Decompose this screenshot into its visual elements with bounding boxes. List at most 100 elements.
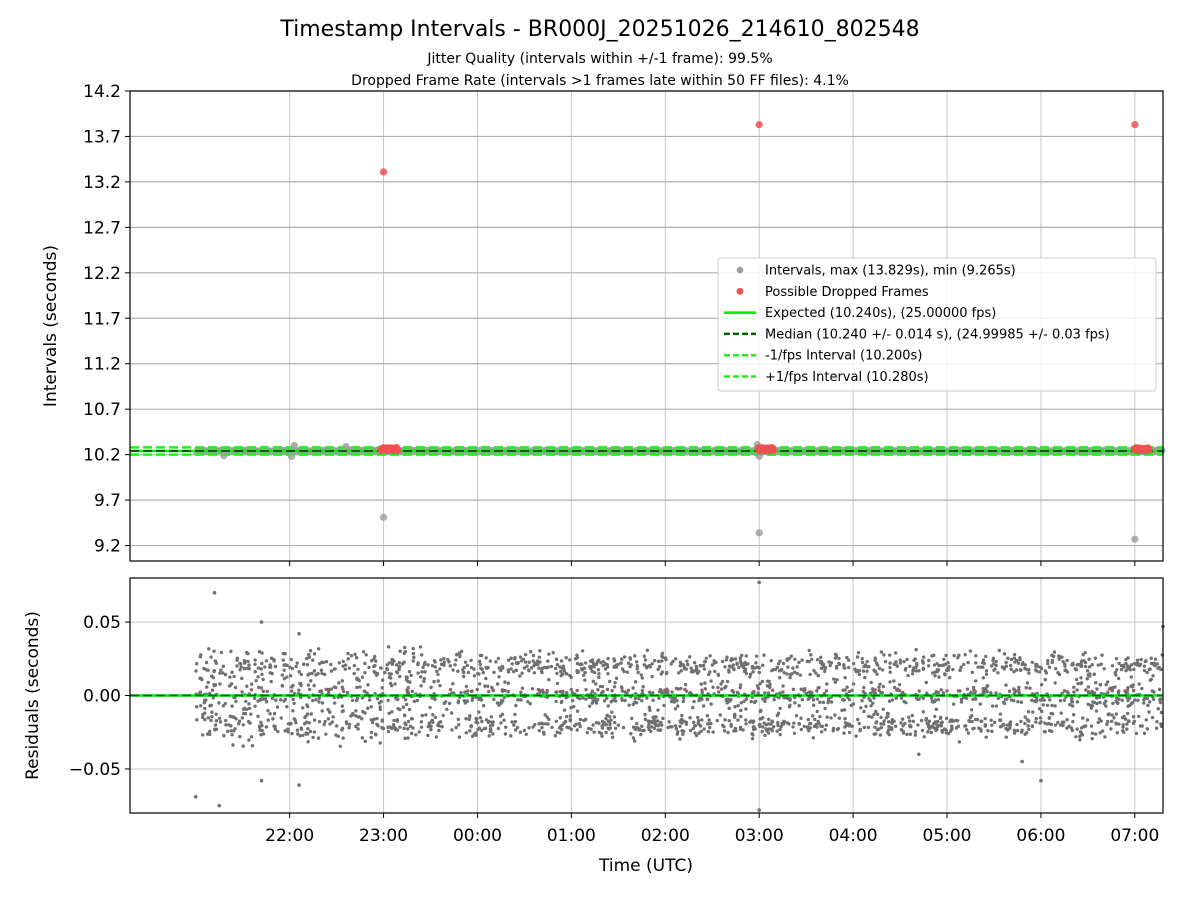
residual-point xyxy=(221,671,225,675)
residual-point xyxy=(1135,663,1139,667)
residual-point xyxy=(924,716,929,721)
residual-point xyxy=(845,685,849,689)
residual-point xyxy=(954,726,959,730)
residual-point xyxy=(722,725,726,729)
residual-point xyxy=(825,715,829,719)
residual-point xyxy=(1110,719,1114,724)
residual-point xyxy=(1081,652,1085,657)
residual-point xyxy=(354,655,359,660)
residual-point xyxy=(903,668,908,672)
residual-point xyxy=(762,653,766,657)
residual-point xyxy=(502,718,506,722)
residual-point xyxy=(908,723,912,728)
residual-point xyxy=(584,688,588,692)
residual-point xyxy=(980,719,984,723)
residual-point xyxy=(709,702,713,706)
residual-point xyxy=(865,659,869,664)
residual-point xyxy=(778,727,782,732)
residual-point xyxy=(899,721,903,725)
residual-point xyxy=(271,717,275,721)
chart-title: Timestamp Intervals - BR000J_20251026_21… xyxy=(279,17,919,42)
residual-point xyxy=(628,657,633,661)
residual-point xyxy=(621,725,626,730)
residual-point xyxy=(418,645,423,649)
residual-point xyxy=(1114,656,1119,661)
residual-point xyxy=(324,660,329,664)
residual-point xyxy=(239,665,243,669)
residual-point xyxy=(194,669,198,673)
residual-point xyxy=(210,714,214,719)
residual-point xyxy=(559,724,563,728)
residual-point xyxy=(233,727,237,731)
residual-point xyxy=(966,660,970,665)
residual-point xyxy=(742,699,746,703)
residual-point xyxy=(847,730,852,735)
residual-point xyxy=(725,679,730,684)
residual-point xyxy=(202,666,206,671)
residual-point xyxy=(352,663,357,668)
residual-point xyxy=(1110,713,1114,717)
residual-point xyxy=(265,689,269,694)
residual-point xyxy=(322,722,326,727)
residual-point xyxy=(555,671,559,676)
residual-point xyxy=(352,671,356,676)
residual-point xyxy=(361,650,366,654)
residual-point xyxy=(263,697,268,701)
residual-point xyxy=(873,669,878,674)
residual-point xyxy=(1071,661,1075,665)
residual-point xyxy=(438,683,442,688)
residual-point xyxy=(581,696,585,700)
top-ytick-label: 14.2 xyxy=(83,82,121,102)
residual-point xyxy=(981,686,985,691)
residual-point xyxy=(984,654,988,659)
residual-point xyxy=(635,664,639,668)
residual-point xyxy=(427,721,431,725)
residual-point xyxy=(851,682,856,686)
residual-point xyxy=(658,687,663,692)
residual-point xyxy=(406,679,410,684)
residual-point xyxy=(347,666,352,670)
residual-point xyxy=(969,708,974,712)
residual-point xyxy=(643,712,647,717)
residual-point xyxy=(253,704,257,708)
residual-point xyxy=(781,684,785,688)
residual-point xyxy=(426,663,430,667)
residual-point xyxy=(564,714,569,719)
residual-point xyxy=(218,682,222,686)
residual-point xyxy=(211,675,216,680)
residual-point xyxy=(840,708,844,712)
residual-point xyxy=(331,715,335,719)
residual-point xyxy=(837,716,842,720)
residual-point xyxy=(724,684,728,689)
residual-point xyxy=(547,717,551,722)
residual-point xyxy=(301,662,306,667)
residual-point xyxy=(1114,712,1119,716)
residual-point xyxy=(312,669,317,673)
residual-point xyxy=(930,671,935,675)
residual-point xyxy=(238,734,242,739)
residual-point xyxy=(297,688,301,692)
residual-point xyxy=(821,700,826,705)
residual-point xyxy=(410,717,415,721)
residual-point xyxy=(725,701,729,705)
residual-point xyxy=(480,667,484,672)
dropped-frame-point xyxy=(757,445,765,454)
residual-point xyxy=(634,660,639,664)
residual-point xyxy=(285,704,289,709)
residual-point xyxy=(569,687,573,692)
residual-point xyxy=(860,660,865,665)
residual-point xyxy=(811,703,816,707)
residual-point xyxy=(799,716,803,720)
residual-point xyxy=(547,652,551,656)
residual-point xyxy=(537,722,541,726)
residual-point xyxy=(1125,722,1129,726)
residual-point xyxy=(744,718,748,722)
residual-point xyxy=(404,702,409,707)
residual-point xyxy=(439,658,443,662)
residual-point xyxy=(688,655,692,659)
residual-point xyxy=(1142,664,1147,668)
residual-point xyxy=(754,654,759,658)
residual-point xyxy=(657,659,661,663)
residual-point xyxy=(1107,687,1112,691)
residual-point xyxy=(819,655,823,660)
